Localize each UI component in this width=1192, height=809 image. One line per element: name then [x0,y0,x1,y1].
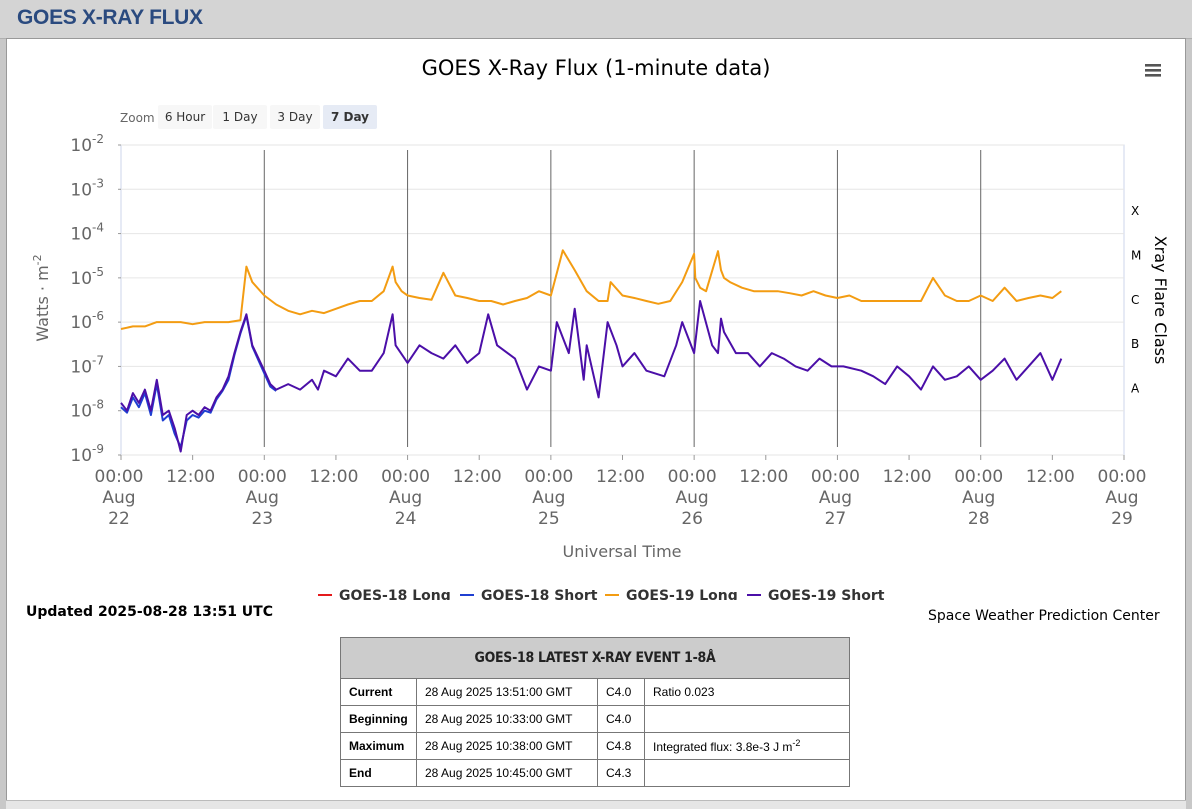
event-row-label: Current [340,678,417,706]
x-tick-label: 12:00 [1026,467,1075,487]
x-tick-month: Aug [246,488,279,508]
event-row: End 28 Aug 2025 10:45:00 GMT C4.3 [340,759,850,787]
flare-class-label: B [1131,337,1139,351]
x-tick-day: 27 [825,509,847,529]
x-tick-label: 00:00 [95,467,144,487]
zoom-button-3-day[interactable]: 3 Day [270,105,320,129]
legend-label: GOES-19 Long [626,588,738,600]
y-tick-label: 10-2 [70,132,104,156]
event-row-note [644,705,850,733]
flare-class-label: C [1131,293,1139,307]
x-tick-month: Aug [676,488,709,508]
event-row-time: 28 Aug 2025 10:38:00 GMT [416,732,598,760]
event-row-note: Ratio 0.023 [644,678,850,706]
event-row-time: 28 Aug 2025 13:51:00 GMT [416,678,598,706]
flare-class-label: M [1131,248,1141,262]
zoom-button-1-day[interactable]: 1 Day [213,105,267,129]
event-row: Maximum 28 Aug 2025 10:38:00 GMT C4.8 Integ… [340,732,850,760]
x-tick-month: Aug [102,488,135,508]
y-tick-label: 10-8 [70,398,104,422]
chart-title: GOES X-Ray Flux (1-minute data) [422,56,771,80]
zoom-button-label: 6 Hour [165,110,205,124]
legend-label: GOES-18 Short [481,588,598,600]
series-line-goes-19-short [120,300,1063,453]
hamburger-menu-icon[interactable] [1140,60,1166,82]
event-row-class: C4.8 [597,732,645,760]
y-tick-label: 10-5 [70,265,104,289]
legend-label: GOES-18 Long [339,588,451,600]
x-tick-day: 29 [1111,509,1133,529]
x-tick-month: Aug [962,488,995,508]
x-tick-label: 00:00 [954,467,1003,487]
event-row: Current 28 Aug 2025 13:51:00 GMT C4.0 Ratio… [340,678,850,706]
x-tick-label: 00:00 [238,467,287,487]
x-tick-label: 00:00 [668,467,717,487]
x-tick-day: 23 [251,509,273,529]
page-title: GOES X-RAY FLUX [17,6,203,29]
legend-item-goes-19-long[interactable]: GOES-19 Long [605,588,738,600]
x-tick-month: Aug [532,488,565,508]
bottom-strip [6,800,1186,809]
event-row-class: C4.3 [597,759,645,787]
flare-class-label: A [1131,381,1140,395]
zoom-button-label: 3 Day [277,110,312,124]
credit-text: Space Weather Prediction Center [928,608,1160,624]
x-tick-day: 26 [681,509,703,529]
event-row-time: 28 Aug 2025 10:45:00 GMT [416,759,598,787]
event-row-class: C4.0 [597,678,645,706]
x-tick-month: Aug [389,488,422,508]
x-tick-label: 00:00 [811,467,860,487]
event-row-note [644,759,850,787]
x-tick-label: 00:00 [524,467,573,487]
x-tick-label: 12:00 [453,467,502,487]
x-tick-day: 22 [108,509,130,529]
event-row-time: 28 Aug 2025 10:33:00 GMT [416,705,598,733]
x-tick-label: 12:00 [739,467,788,487]
legend-item-goes-19-short[interactable]: GOES-19 Short [747,588,885,600]
y-tick-label: 10-9 [70,442,104,466]
x-tick-day: 28 [968,509,990,529]
x-tick-label: 00:00 [381,467,430,487]
zoom-label: Zoom [120,111,155,125]
x-tick-month: Aug [819,488,852,508]
zoom-button-7-day[interactable]: 7 Day [323,105,377,129]
x-axis-label: Universal Time [562,542,681,561]
event-row-class: C4.0 [597,705,645,733]
event-table-title: GOES-18 LATEST X-RAY EVENT 1-8Å [340,637,850,679]
x-tick-label: 12:00 [596,467,645,487]
event-table: GOES-18 LATEST X-RAY EVENT 1-8Å Current 2… [340,637,850,787]
x-tick-day: 24 [395,509,417,529]
event-row-label: End [340,759,417,787]
x-tick-day: 25 [538,509,560,529]
zoom-button-label: 1 Day [222,110,257,124]
y-tick-label: 10-4 [70,221,104,245]
legend-item-goes-18-short[interactable]: GOES-18 Short [460,588,598,600]
y-tick-label: 10-3 [70,176,104,200]
y-tick-label: 10-7 [70,353,104,377]
y-axis-label: Watts · m-2 [31,254,52,341]
event-row-label: Maximum [340,732,417,760]
zoom-button-label: 7 Day [331,110,369,124]
x-tick-label: 12:00 [883,467,932,487]
y-tick-label: 10-6 [70,309,104,333]
x-tick-month: Aug [1105,488,1138,508]
right-axis-label: Xray Flare Class [1151,236,1170,365]
event-row-note: Integrated flux: 3.8e-3 J m-2 [644,732,850,760]
zoom-button-6-hour[interactable]: 6 Hour [158,105,212,129]
event-row-label: Beginning [340,705,417,733]
event-row: Beginning 28 Aug 2025 10:33:00 GMT C4.0 [340,705,850,733]
flare-class-label: X [1131,204,1139,218]
series-line-goes-19-long [120,249,1062,330]
updated-timestamp: Updated 2025-08-28 13:51 UTC [26,604,273,620]
x-tick-label: 12:00 [309,467,358,487]
xray-flux-chart: GOES X-Ray Flux (1-minute data) Zoom 6 H… [31,56,1170,600]
x-tick-label: 00:00 [1098,467,1147,487]
legend-item-goes-18-long[interactable]: GOES-18 Long [318,588,451,600]
legend-label: GOES-19 Short [768,588,885,600]
x-tick-label: 12:00 [166,467,215,487]
